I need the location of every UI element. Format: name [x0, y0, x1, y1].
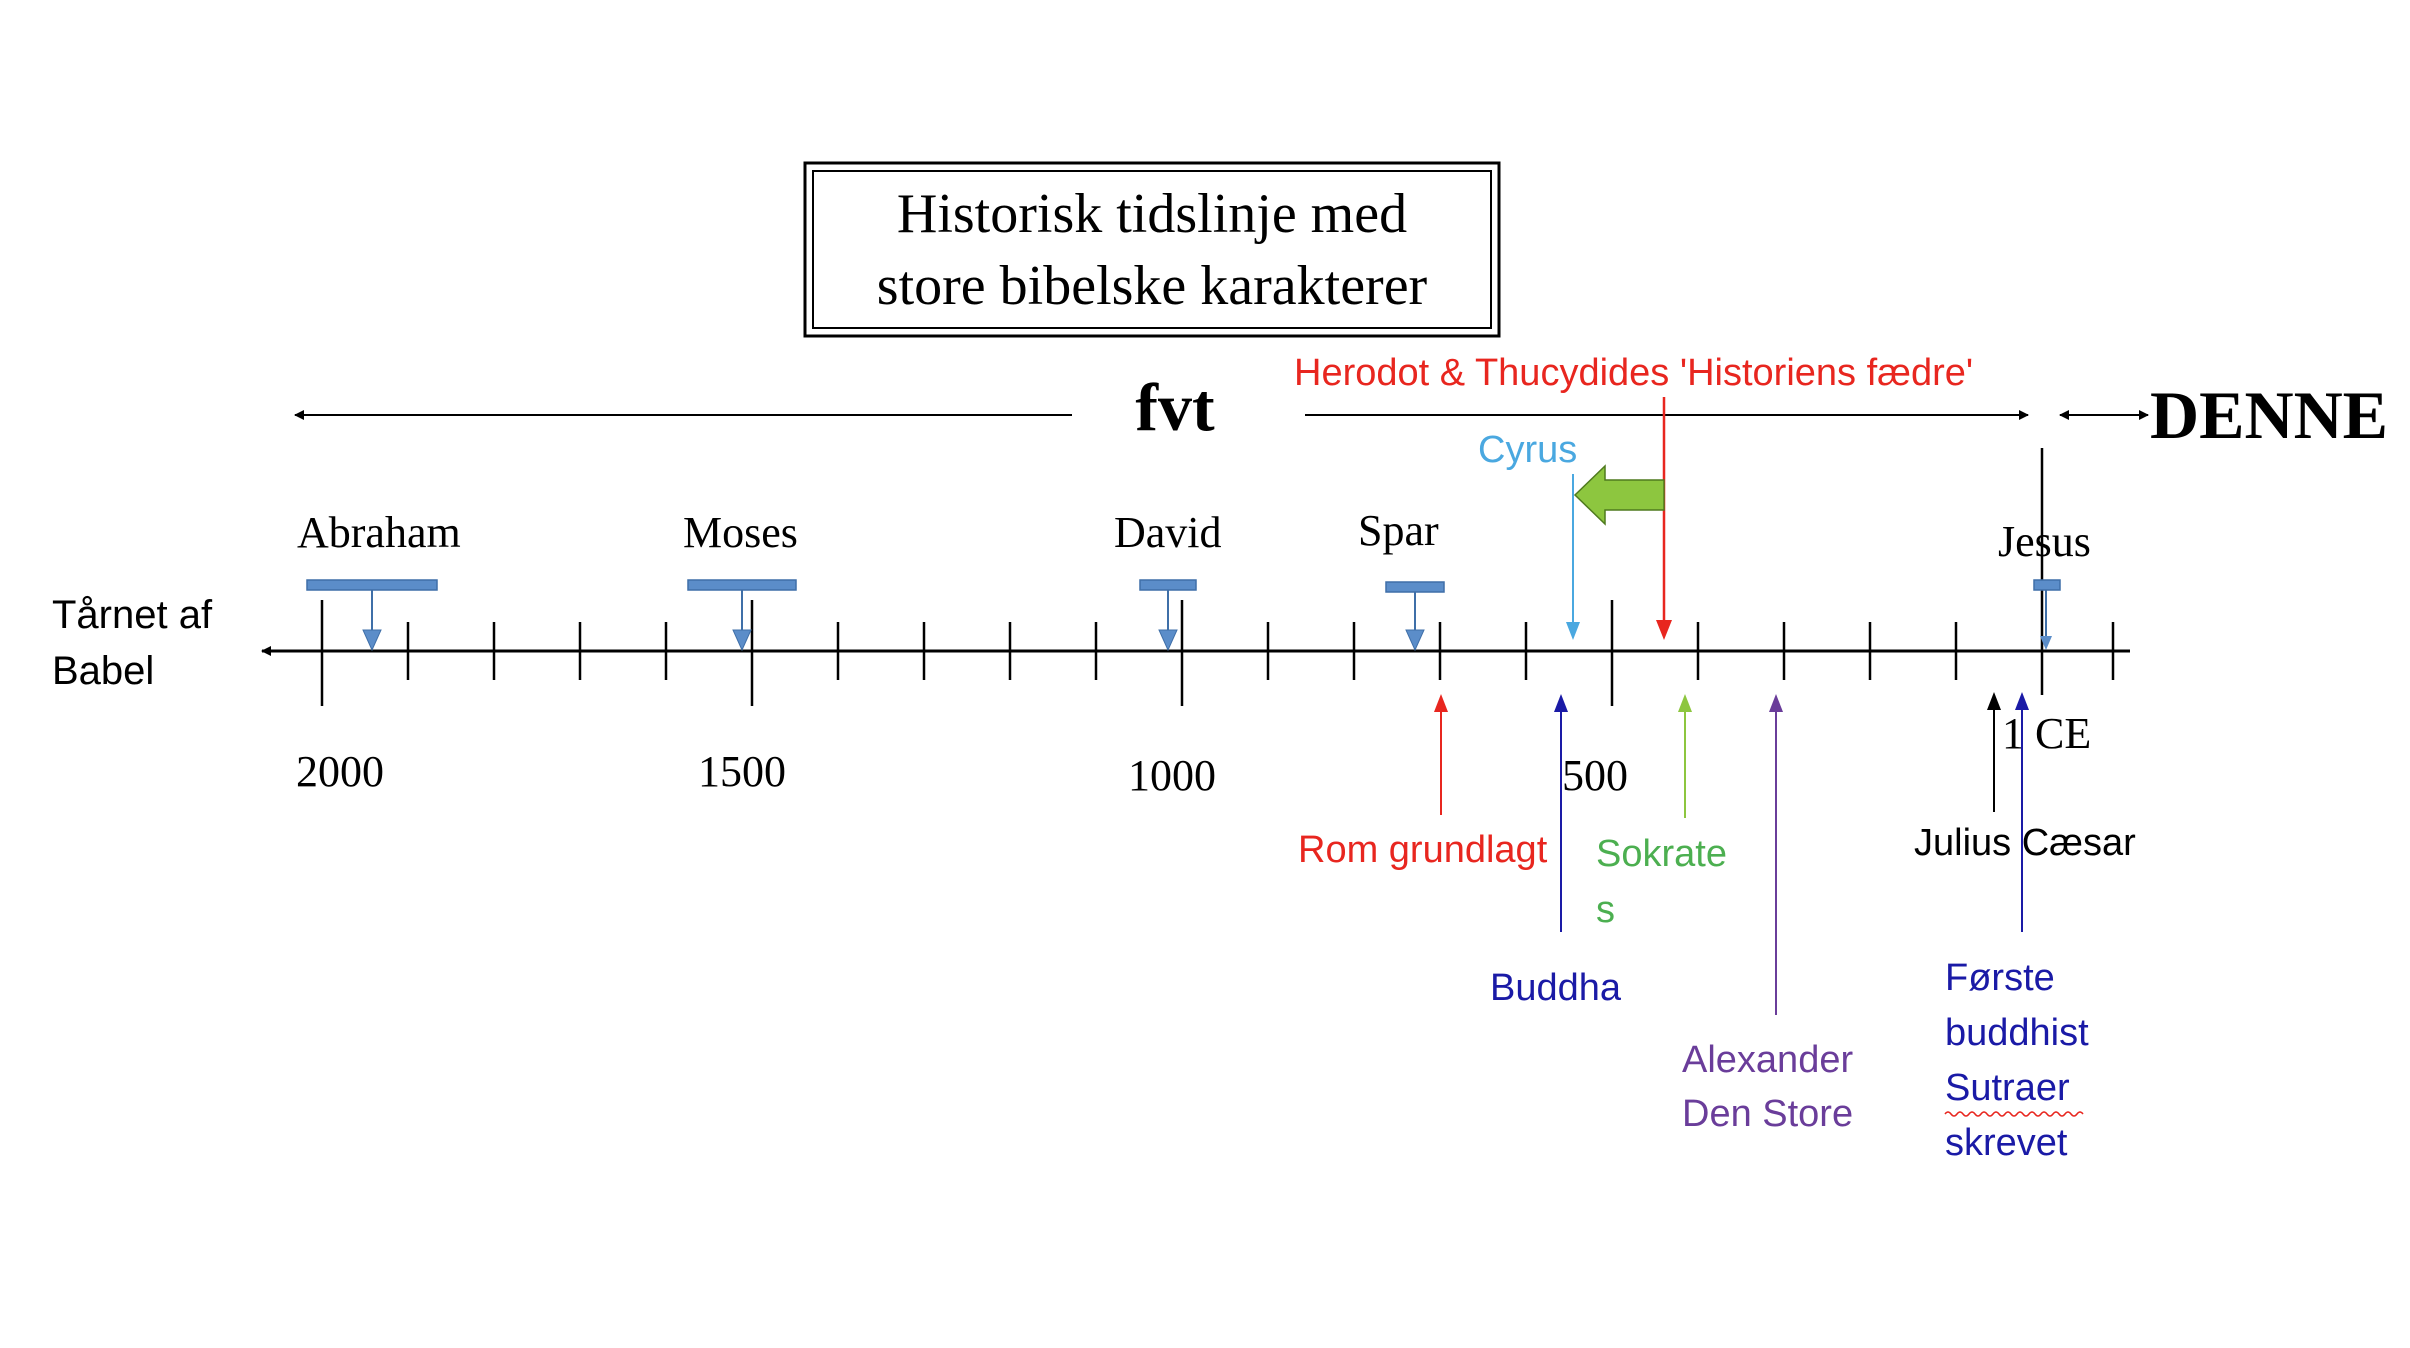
figure-bar [306, 579, 438, 591]
event-label-line-2: s [1596, 889, 1615, 931]
figure-label: Spar [1358, 506, 1439, 555]
event-label: Cyrus [1478, 429, 1577, 471]
event-label-line-3: Sutraer [1945, 1067, 2070, 1109]
event-label-line-2: Den Store [1682, 1093, 1853, 1135]
figure-bar [1139, 579, 1197, 591]
figure-spar: Spar [1358, 506, 1445, 652]
figure-jesus: Jesus [1998, 517, 2091, 650]
era-label-bce: fvt [1135, 369, 1215, 445]
figure-abraham: Abraham [297, 508, 461, 652]
figure-moses: Moses [683, 508, 798, 652]
tick-label-1000: 1000 [1128, 751, 1216, 800]
figure-label: Moses [683, 508, 798, 557]
figure-bar [687, 579, 797, 591]
event-label-line-1: Alexander [1682, 1039, 1853, 1081]
event-label-line-1: Sokrate [1596, 833, 1727, 875]
event-label: Rom grundlagt [1298, 829, 1548, 871]
event-label-line-4: skrevet [1945, 1122, 2068, 1164]
figure-bar [1385, 581, 1445, 593]
era-label-ce: DENNE [2150, 377, 2388, 453]
tick-label-500: 500 [1562, 751, 1628, 800]
green-arrow-icon [1573, 464, 1665, 526]
title-line-2: store bibelske karakterer [877, 255, 1428, 317]
event-label: Julius Cæsar [1914, 822, 2136, 864]
left-label-line-1: Tårnet af [52, 593, 213, 637]
figure-label: David [1114, 508, 1222, 557]
event-buddha: Buddha [1490, 694, 1622, 1009]
figure-label: Abraham [297, 508, 461, 557]
event-label-line-1: Første [1945, 957, 2055, 999]
event-cyrus: Cyrus [1478, 429, 1580, 640]
tick-label-2000: 2000 [296, 747, 384, 796]
spellcheck-underline [1944, 1111, 2084, 1117]
axis-ticks [320, 448, 2115, 706]
event-label-line-2: buddhist [1945, 1012, 2089, 1054]
figure-david: David [1114, 508, 1222, 652]
figure-label: Jesus [1998, 517, 2091, 566]
event-label: Buddha [1490, 967, 1622, 1009]
event-caesar: Julius Cæsar [1914, 692, 2136, 864]
title-line-1: Historisk tidslinje med [897, 183, 1407, 245]
left-label-line-2: Babel [52, 649, 154, 693]
event-herodot: Herodot & Thucydides 'Historiens fædre' [1294, 352, 1973, 640]
event-alexander: Alexander Den Store [1682, 694, 1853, 1135]
event-rom: Rom grundlagt [1298, 694, 1548, 871]
figure-bar [2033, 579, 2061, 591]
event-sutras: Første buddhist Sutraer skrevet [1944, 692, 2089, 1164]
event-label: Herodot & Thucydides 'Historiens fædre' [1294, 352, 1973, 394]
title-box: Historisk tidslinje med store bibelske k… [803, 161, 1501, 338]
tick-label-1ce: 1 CE [2002, 709, 2091, 758]
event-sokrates: Sokrate s [1596, 694, 1727, 931]
tick-label-1500: 1500 [698, 747, 786, 796]
